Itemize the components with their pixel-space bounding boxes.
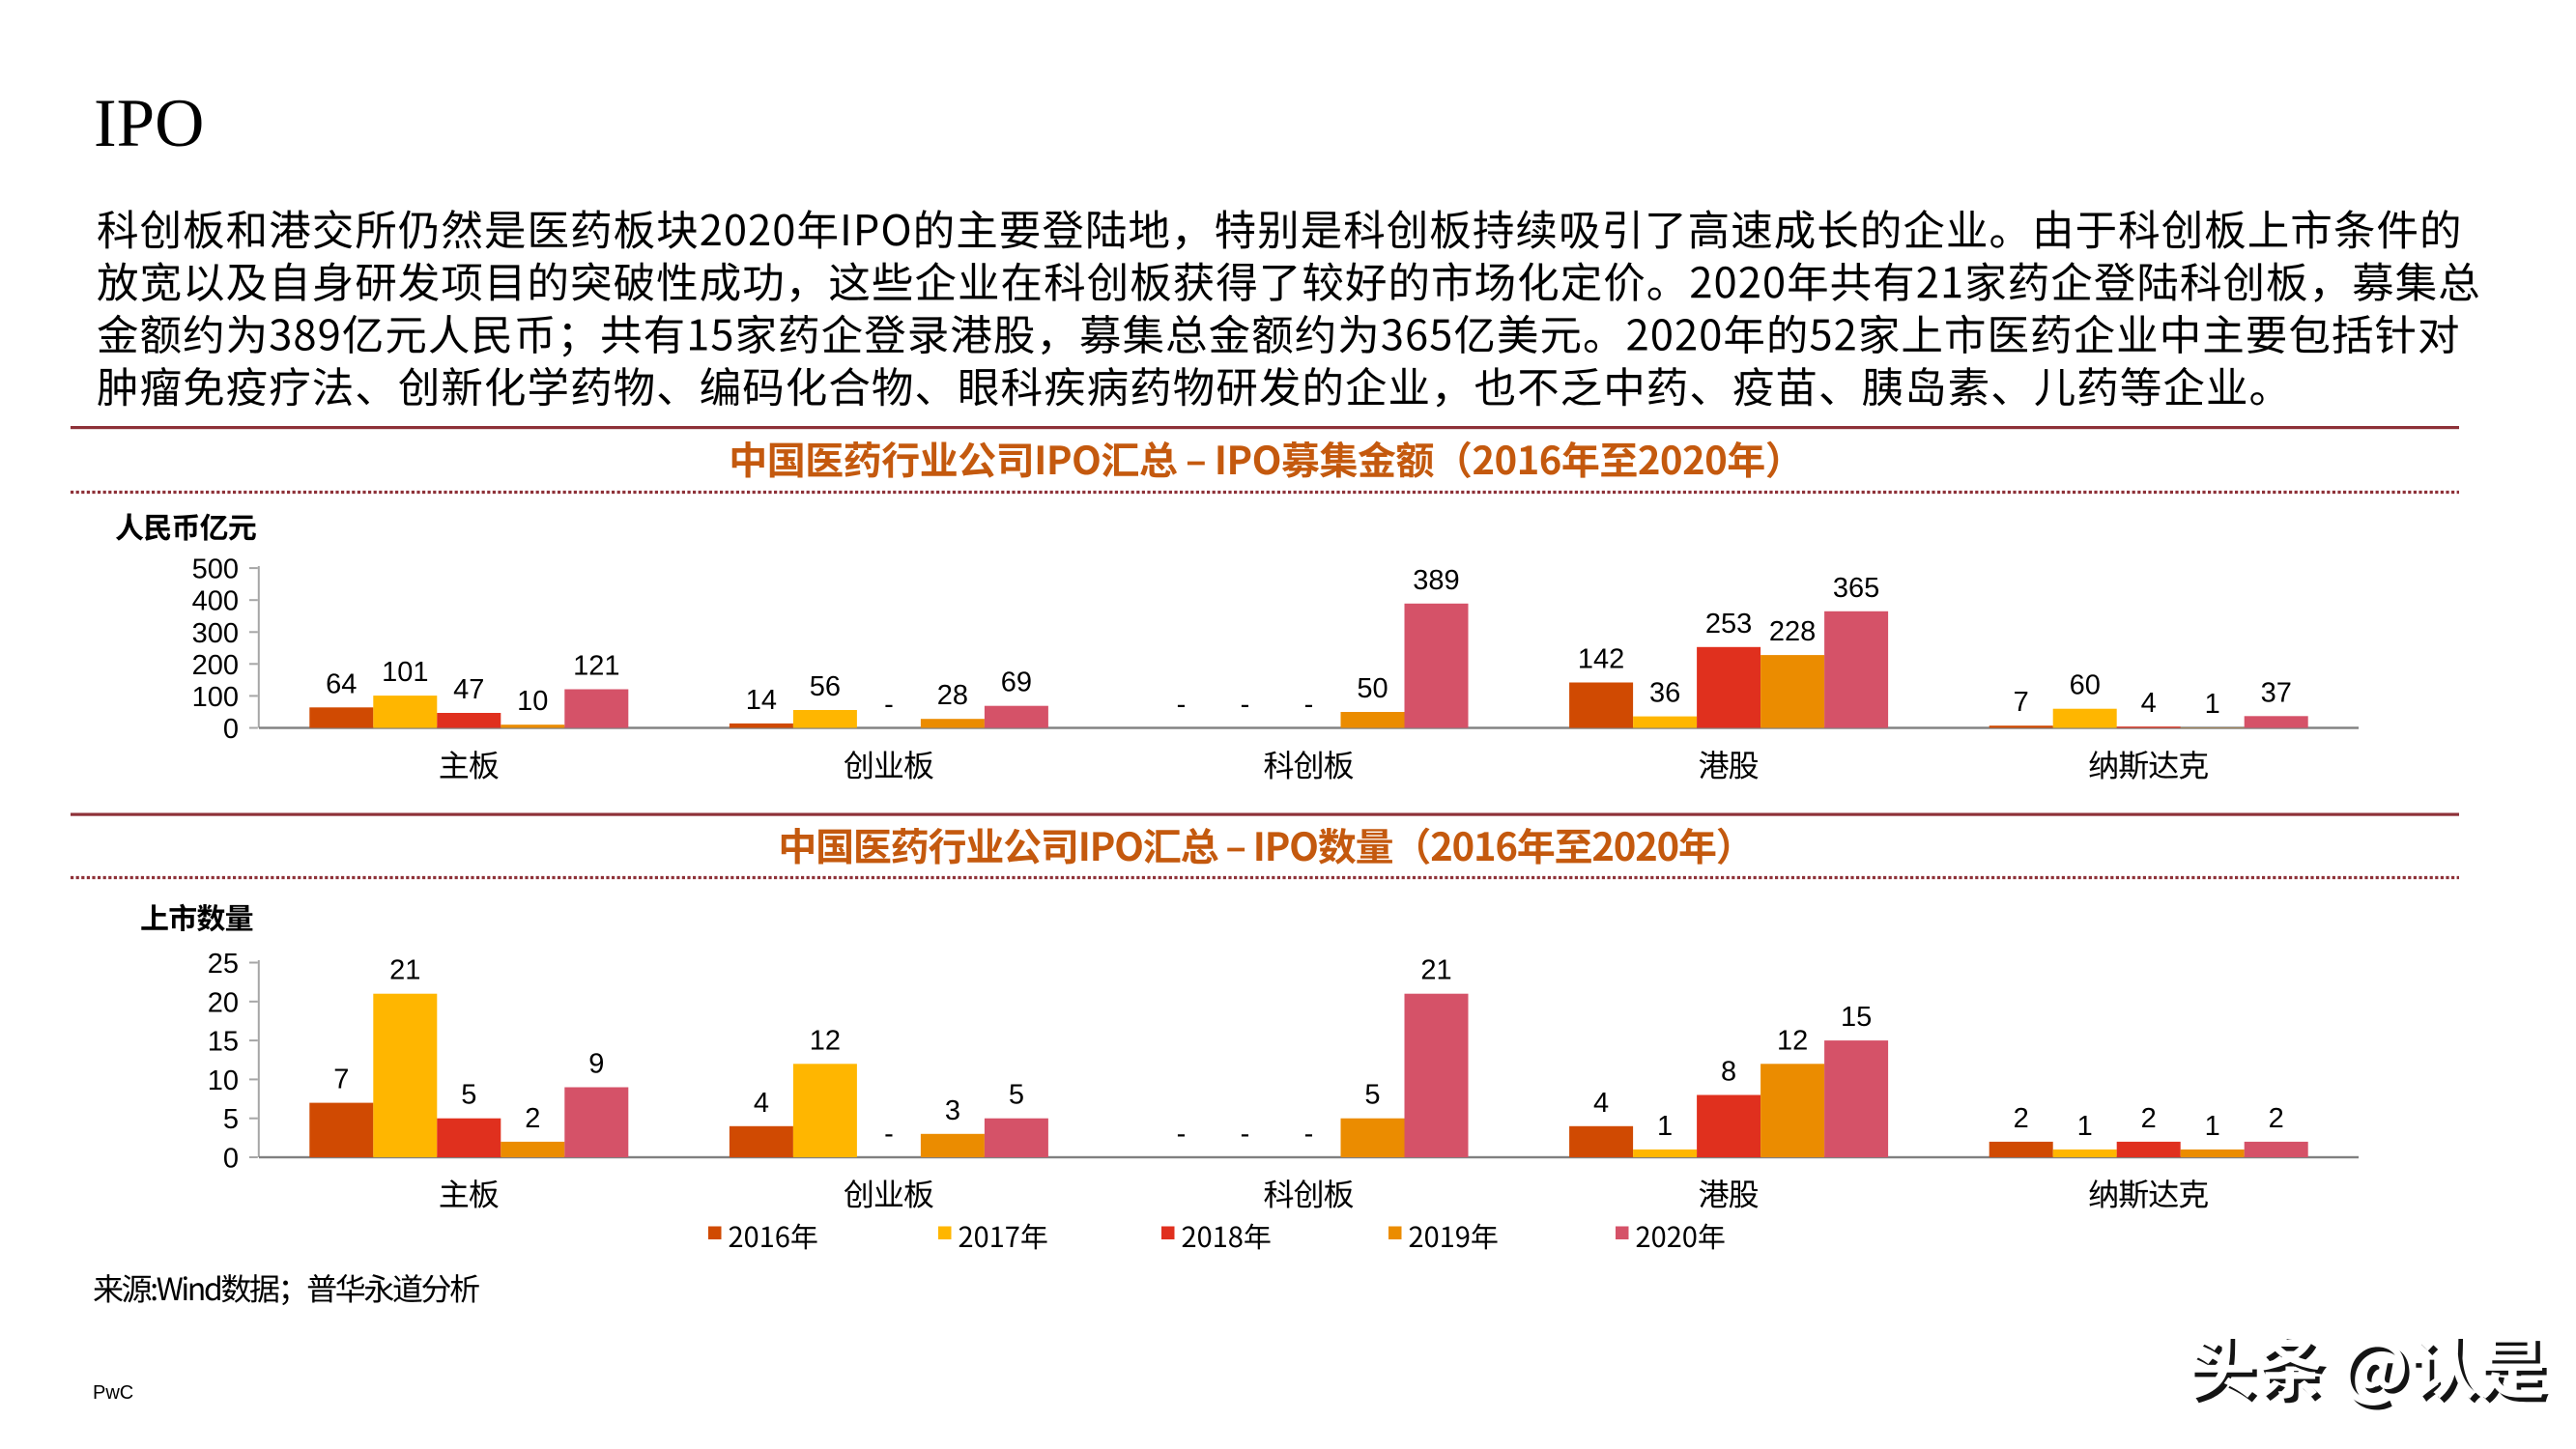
svg-text:4: 4 bbox=[1593, 1088, 1609, 1119]
svg-text:21: 21 bbox=[1420, 955, 1451, 986]
svg-text:-: - bbox=[1177, 690, 1187, 721]
svg-text:100: 100 bbox=[192, 682, 239, 713]
svg-text:5: 5 bbox=[461, 1080, 476, 1111]
svg-text:7: 7 bbox=[333, 1065, 349, 1095]
svg-text:10: 10 bbox=[208, 1065, 239, 1096]
svg-text:253: 253 bbox=[1705, 609, 1752, 639]
svg-text:228: 228 bbox=[1769, 616, 1816, 647]
svg-text:15: 15 bbox=[208, 1027, 239, 1058]
svg-text:64: 64 bbox=[326, 668, 357, 699]
svg-text:-: - bbox=[884, 1119, 894, 1150]
svg-text:-: - bbox=[1304, 1119, 1314, 1150]
svg-text:365: 365 bbox=[1833, 573, 1879, 604]
svg-text:0: 0 bbox=[223, 1144, 239, 1175]
svg-text:121: 121 bbox=[573, 651, 619, 682]
svg-text:1: 1 bbox=[2077, 1111, 2093, 1142]
svg-text:142: 142 bbox=[1578, 644, 1624, 675]
svg-text:2: 2 bbox=[2269, 1103, 2284, 1134]
svg-text:12: 12 bbox=[1777, 1025, 1808, 1056]
svg-text:10: 10 bbox=[517, 686, 548, 717]
svg-text:20: 20 bbox=[208, 987, 239, 1018]
svg-text:3: 3 bbox=[945, 1095, 960, 1126]
svg-text:101: 101 bbox=[382, 657, 428, 688]
svg-text:28: 28 bbox=[937, 680, 968, 711]
svg-text:-: - bbox=[1241, 1119, 1250, 1150]
svg-text:-: - bbox=[1177, 1119, 1187, 1150]
svg-text:200: 200 bbox=[192, 650, 239, 681]
svg-text:2: 2 bbox=[2141, 1103, 2157, 1134]
svg-text:47: 47 bbox=[453, 674, 484, 705]
svg-text:12: 12 bbox=[810, 1025, 841, 1056]
svg-text:-: - bbox=[1241, 690, 1250, 721]
svg-text:5: 5 bbox=[223, 1104, 239, 1135]
svg-text:2: 2 bbox=[2014, 1103, 2029, 1134]
svg-text:1: 1 bbox=[1657, 1111, 1673, 1142]
svg-text:IPO: IPO bbox=[94, 86, 204, 161]
svg-text:2: 2 bbox=[525, 1103, 540, 1134]
svg-text:15: 15 bbox=[1841, 1002, 1872, 1033]
svg-text:7: 7 bbox=[2014, 687, 2029, 718]
svg-text:21: 21 bbox=[389, 955, 420, 986]
svg-text:300: 300 bbox=[192, 618, 239, 649]
svg-text:37: 37 bbox=[2261, 677, 2292, 708]
svg-text:400: 400 bbox=[192, 586, 239, 617]
svg-text:50: 50 bbox=[1357, 673, 1388, 704]
svg-text:9: 9 bbox=[588, 1049, 604, 1080]
svg-text:4: 4 bbox=[2141, 688, 2157, 719]
svg-text:4: 4 bbox=[754, 1088, 769, 1119]
svg-text:5: 5 bbox=[1009, 1080, 1024, 1111]
svg-text:14: 14 bbox=[746, 685, 777, 716]
svg-text:56: 56 bbox=[810, 671, 841, 702]
svg-text:-: - bbox=[884, 690, 894, 721]
svg-text:1: 1 bbox=[2205, 1111, 2220, 1142]
svg-text:389: 389 bbox=[1413, 565, 1459, 596]
svg-text:8: 8 bbox=[1721, 1057, 1736, 1088]
svg-text:60: 60 bbox=[2070, 670, 2101, 701]
svg-text:36: 36 bbox=[1649, 678, 1680, 709]
svg-text:1: 1 bbox=[2205, 689, 2220, 720]
svg-text:5: 5 bbox=[1364, 1080, 1380, 1111]
svg-text:69: 69 bbox=[1001, 668, 1032, 698]
svg-text:500: 500 bbox=[192, 554, 239, 585]
svg-text:PwC: PwC bbox=[93, 1382, 133, 1404]
svg-text:-: - bbox=[1304, 690, 1314, 721]
svg-text:25: 25 bbox=[208, 949, 239, 980]
svg-text:0: 0 bbox=[223, 714, 239, 745]
